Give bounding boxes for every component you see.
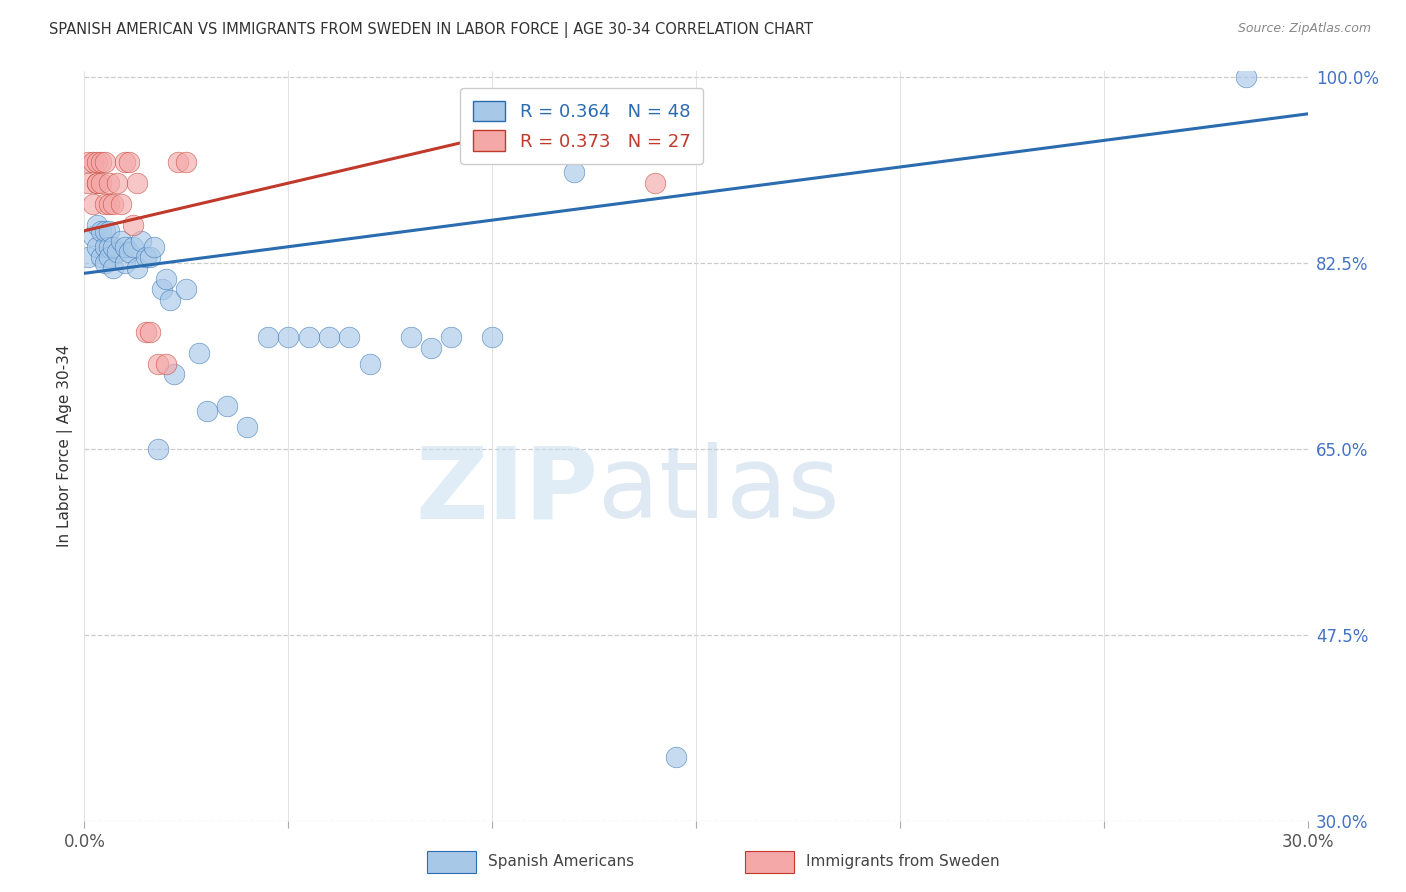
Point xyxy=(195,404,218,418)
Point xyxy=(298,330,321,344)
Text: Spanish Americans: Spanish Americans xyxy=(488,855,634,870)
Point xyxy=(77,176,100,190)
Text: atlas: atlas xyxy=(598,442,839,540)
Point xyxy=(1236,70,1258,84)
Point xyxy=(127,176,149,190)
Point xyxy=(86,154,108,169)
Point xyxy=(481,330,503,344)
Point xyxy=(118,154,141,169)
Point xyxy=(142,240,165,254)
Point xyxy=(97,240,120,254)
Y-axis label: In Labor Force | Age 30-34: In Labor Force | Age 30-34 xyxy=(58,344,73,548)
Point xyxy=(97,224,120,238)
Point xyxy=(77,251,100,265)
Point xyxy=(150,282,173,296)
Point xyxy=(167,154,190,169)
Text: Immigrants from Sweden: Immigrants from Sweden xyxy=(806,855,1000,870)
Point xyxy=(93,240,115,254)
Point xyxy=(110,235,132,249)
Point xyxy=(86,176,108,190)
Point xyxy=(118,245,141,260)
Text: Source: ZipAtlas.com: Source: ZipAtlas.com xyxy=(1237,22,1371,36)
Point xyxy=(155,271,177,285)
Point xyxy=(163,368,186,382)
Point xyxy=(93,197,115,211)
Point xyxy=(93,154,115,169)
Point xyxy=(318,330,340,344)
Point xyxy=(339,330,361,344)
Point xyxy=(236,420,259,434)
Point xyxy=(114,154,136,169)
Point xyxy=(420,341,443,355)
Point xyxy=(101,260,124,275)
Point xyxy=(146,357,169,371)
Point xyxy=(90,154,112,169)
Text: SPANISH AMERICAN VS IMMIGRANTS FROM SWEDEN IN LABOR FORCE | AGE 30-34 CORRELATIO: SPANISH AMERICAN VS IMMIGRANTS FROM SWED… xyxy=(49,22,813,38)
Point xyxy=(187,346,209,360)
Bar xyxy=(745,851,794,873)
Point xyxy=(101,197,124,211)
Point xyxy=(122,240,145,254)
Point xyxy=(97,197,120,211)
Point xyxy=(127,260,149,275)
Point xyxy=(82,197,104,211)
Bar xyxy=(427,851,475,873)
Point xyxy=(440,330,463,344)
Point xyxy=(97,176,120,190)
Point xyxy=(90,251,112,265)
Text: ZIP: ZIP xyxy=(415,442,598,540)
Point xyxy=(138,325,160,339)
Point xyxy=(86,219,108,233)
Point xyxy=(138,251,160,265)
Point xyxy=(82,154,104,169)
Point xyxy=(399,330,422,344)
Point xyxy=(159,293,181,307)
Point xyxy=(86,240,108,254)
Point xyxy=(77,154,100,169)
Point xyxy=(105,245,128,260)
Point xyxy=(93,224,115,238)
Point xyxy=(146,442,169,456)
Point xyxy=(644,176,666,190)
Point xyxy=(155,357,177,371)
Point xyxy=(90,224,112,238)
Point xyxy=(174,154,197,169)
Point xyxy=(257,330,280,344)
Point xyxy=(217,399,239,413)
Point xyxy=(562,165,585,179)
Point xyxy=(110,197,132,211)
Point xyxy=(135,325,157,339)
Point xyxy=(131,235,153,249)
Point xyxy=(97,251,120,265)
Point xyxy=(665,750,688,764)
Legend: R = 0.364   N = 48, R = 0.373   N = 27: R = 0.364 N = 48, R = 0.373 N = 27 xyxy=(460,88,703,164)
Point xyxy=(86,176,108,190)
Point xyxy=(122,219,145,233)
Point xyxy=(277,330,299,344)
Point xyxy=(359,357,381,371)
Point xyxy=(82,229,104,244)
Point xyxy=(105,176,128,190)
Point xyxy=(174,282,197,296)
Point xyxy=(101,240,124,254)
Point xyxy=(114,255,136,269)
Point xyxy=(90,176,112,190)
Point xyxy=(93,255,115,269)
Point xyxy=(114,240,136,254)
Point xyxy=(135,251,157,265)
